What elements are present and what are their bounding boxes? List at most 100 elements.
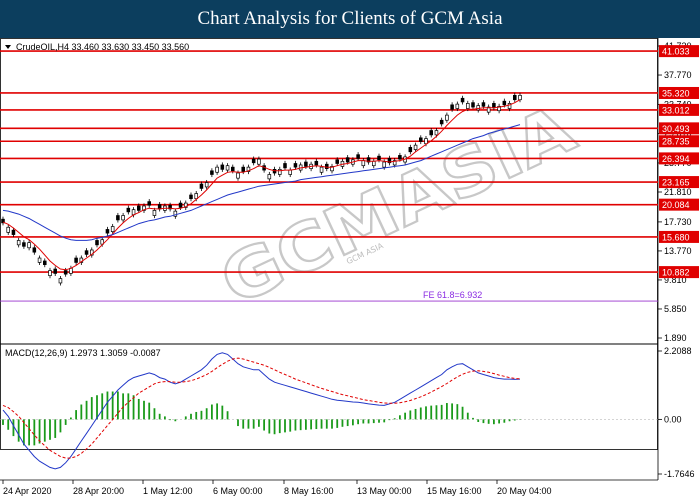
level-price-label: 28.735: [662, 137, 690, 147]
macd-y-tick-label: 2.2088: [664, 346, 692, 356]
candle-body: [377, 155, 381, 161]
candle-body: [189, 194, 193, 200]
x-tick-label: 15 May 16:00: [427, 486, 482, 496]
candle-body: [278, 169, 282, 175]
candle-body: [32, 247, 37, 253]
candle-body: [126, 207, 131, 213]
candle-body: [121, 215, 125, 221]
candle-body: [168, 204, 172, 210]
level-price-tag: [659, 86, 699, 99]
candle-body: [74, 257, 78, 263]
candle-body: [110, 226, 115, 233]
candle-body: [241, 166, 245, 172]
ma-fast-line: [2, 99, 521, 271]
level-price-label: 41.033: [662, 47, 690, 57]
level-price-tag: [659, 103, 699, 116]
candle-body: [471, 102, 475, 108]
candle-body: [53, 268, 57, 274]
level-price-tag: [659, 266, 699, 279]
candle-body: [231, 166, 235, 172]
candle-body: [413, 144, 418, 150]
candle-body: [424, 138, 428, 145]
candle-body: [267, 174, 272, 180]
level-price-tag: [659, 45, 699, 58]
candle-body: [466, 103, 470, 109]
candle-body: [48, 270, 52, 276]
candle-body: [492, 103, 496, 109]
candle-body: [513, 94, 517, 101]
collapse-triangle-icon[interactable]: [5, 45, 11, 49]
level-price-label: 35.320: [662, 88, 690, 98]
candle-body: [502, 100, 507, 106]
candle-body: [293, 163, 298, 168]
candle-body: [147, 201, 151, 206]
candle-body: [22, 242, 26, 247]
candle-body: [210, 170, 214, 175]
candle-body: [220, 164, 225, 170]
x-tick-label: 20 May 04:00: [497, 486, 552, 496]
candle-body: [11, 229, 16, 235]
candle-body: [408, 147, 413, 153]
candle-body: [283, 163, 287, 169]
x-tick-label: 13 May 00:00: [357, 486, 412, 496]
candle-body: [372, 160, 376, 167]
candle-body: [63, 270, 68, 275]
macd-signal-line: [2, 357, 521, 459]
candle-body: [382, 161, 386, 168]
candle-body: [486, 106, 491, 113]
candle-body: [137, 205, 141, 211]
level-price-label: 30.493: [662, 124, 690, 134]
x-tick-label: 6 May 00:00: [213, 486, 263, 496]
candle-body: [445, 114, 449, 121]
candle-body: [152, 210, 157, 216]
candle-body: [16, 240, 21, 246]
candle-body: [330, 166, 334, 172]
x-tick-label: 8 May 16:00: [284, 486, 334, 496]
candle-body: [105, 229, 110, 234]
candle-body: [325, 163, 329, 169]
candle-body: [319, 166, 324, 173]
x-tick-label: 1 May 12:00: [143, 486, 193, 496]
level-price-tag: [659, 152, 699, 165]
y-tick-label: 21.810: [664, 187, 692, 197]
macd-line: [2, 352, 521, 470]
price-panel-frame: [0, 38, 658, 450]
candle-body: [6, 226, 10, 233]
y-tick-label: 17.730: [664, 217, 692, 227]
candle-body: [387, 158, 392, 164]
candle-body: [304, 161, 308, 167]
level-price-label: 20.084: [662, 200, 690, 210]
candle-body: [204, 182, 209, 188]
candle-body: [37, 257, 42, 263]
candle-body: [178, 202, 183, 208]
candle-body: [225, 165, 230, 171]
candle-body: [455, 103, 460, 109]
level-price-tag: [659, 135, 699, 148]
candle-body: [116, 215, 120, 221]
candle-body: [43, 260, 47, 265]
candle-body: [450, 104, 454, 110]
candle-body: [194, 193, 198, 200]
y-tick-label: 5.850: [664, 304, 687, 314]
candle-body: [497, 105, 501, 112]
ma-slow-line: [2, 124, 521, 241]
level-price-label: 33.012: [662, 105, 690, 115]
candle-body: [419, 137, 423, 142]
candle-body: [142, 205, 146, 211]
y-tick-label: 13.770: [664, 246, 692, 256]
candle-body: [481, 102, 486, 107]
candle-body: [199, 183, 204, 189]
y-tick-label: 1.890: [664, 333, 687, 343]
candle-body: [439, 119, 444, 125]
level-price-label: 26.394: [662, 154, 690, 164]
candle-body: [27, 242, 31, 249]
fib-extension-label: FE 61.8=6.932: [423, 290, 482, 300]
candle-body: [215, 166, 219, 173]
candle-body: [95, 240, 99, 246]
chart-area: GCMASIA GCM ASIA FE 61.8=6.932 41.73037.…: [0, 38, 699, 496]
y-tick-label: 9.810: [664, 275, 687, 285]
level-price-label: 23.165: [662, 178, 690, 188]
candle-body: [288, 169, 292, 175]
candle-body: [84, 250, 89, 255]
candle-body: [257, 158, 261, 165]
